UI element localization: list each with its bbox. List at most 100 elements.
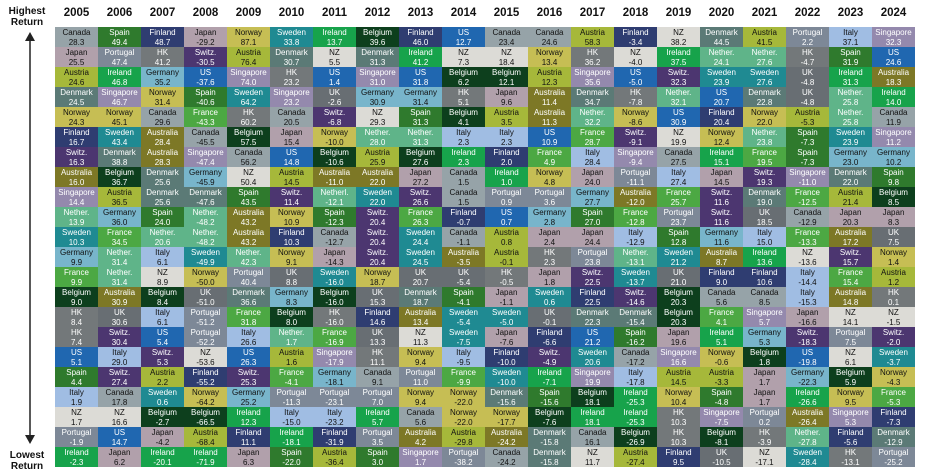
return-cell: Germany 5.3 bbox=[743, 327, 786, 347]
return-cell: Canada 8.5 bbox=[743, 287, 786, 307]
return-value: -18.1 bbox=[325, 378, 344, 387]
return-value: -5.6 bbox=[843, 438, 858, 447]
country-label: Denmark bbox=[361, 48, 394, 57]
return-cell: Ireland 5.1 bbox=[700, 327, 743, 347]
return-cell: Belgium 27.6 bbox=[399, 147, 442, 167]
return-value: 1.7 bbox=[758, 378, 771, 387]
return-value: -12.9 bbox=[798, 218, 817, 227]
return-cell: Denmark 25.6 bbox=[141, 167, 184, 187]
country-label: Germany bbox=[877, 148, 910, 157]
return-value: -20.1 bbox=[153, 458, 172, 467]
return-value: 11.0 bbox=[413, 378, 428, 387]
country-label: Canada bbox=[449, 228, 478, 237]
return-cell: Nether. 31.4 bbox=[98, 267, 141, 287]
return-cell: Norway 9.4 bbox=[399, 387, 442, 407]
return-value: -1.9 bbox=[69, 438, 84, 447]
return-cell: Switz. 19.3 bbox=[743, 167, 786, 187]
return-value: 27.4 bbox=[670, 178, 687, 187]
return-cell: Belgium 9.0 bbox=[55, 287, 98, 307]
country-label: HK bbox=[371, 348, 384, 357]
return-cell: Norway -0.6 bbox=[700, 347, 743, 367]
return-value: 18.7 bbox=[369, 278, 386, 287]
return-cell: Singapore 16.6 bbox=[657, 347, 700, 367]
return-value: 58.3 bbox=[584, 38, 601, 47]
return-cell: Norway 12.4 bbox=[700, 127, 743, 147]
country-label: Singapore bbox=[832, 408, 869, 417]
return-cell: Canada 1.5 bbox=[442, 167, 485, 187]
country-label: Finland bbox=[837, 428, 864, 437]
country-label: UK bbox=[414, 268, 427, 277]
country-label: Belgium bbox=[449, 108, 478, 117]
return-cell: Belgium -16.0 bbox=[313, 287, 356, 307]
country-label: Germany bbox=[404, 88, 437, 97]
return-value: 13.4 bbox=[412, 318, 429, 327]
return-cell: Italy 2.3 bbox=[442, 127, 485, 147]
return-value: -48.2 bbox=[196, 238, 215, 247]
return-value: 15.0 bbox=[756, 238, 773, 247]
return-value: -7.1 bbox=[542, 378, 557, 387]
return-cell: Spain -22.0 bbox=[270, 447, 313, 467]
country-label: NZ bbox=[888, 308, 899, 317]
return-cell: Denmark 31.3 bbox=[356, 47, 399, 67]
return-value: 14.7 bbox=[111, 438, 128, 447]
return-cell: Portugal 0.9 bbox=[485, 187, 528, 207]
return-value: 20.7 bbox=[713, 98, 730, 107]
country-label: UK bbox=[457, 268, 470, 277]
country-label: Finland bbox=[708, 108, 735, 117]
country-label: Austria bbox=[107, 188, 132, 197]
return-cell: Norway -50.0 bbox=[184, 267, 227, 287]
return-cell: US 14.8 bbox=[270, 147, 313, 167]
country-label: Belgium bbox=[363, 28, 392, 37]
return-value: -5.0 bbox=[628, 78, 643, 87]
return-value: 10.9 bbox=[283, 218, 300, 227]
country-label: Belgium bbox=[836, 368, 865, 377]
return-cell: HK 10.3 bbox=[657, 427, 700, 447]
return-value: 8.5 bbox=[758, 298, 771, 307]
country-label: NZ bbox=[243, 168, 254, 177]
return-value: 28.7 bbox=[584, 138, 601, 147]
return-cell: Portugal 47.4 bbox=[98, 47, 141, 67]
return-cell: Japan -4.2 bbox=[141, 427, 184, 447]
country-label: US bbox=[70, 348, 83, 357]
return-cell: Nether. -48.2 bbox=[184, 227, 227, 247]
return-value: -36.4 bbox=[325, 458, 344, 467]
country-label: Finland bbox=[493, 148, 520, 157]
return-cell: Sweden 22.0 bbox=[356, 187, 399, 207]
country-label: US bbox=[672, 108, 685, 117]
return-value: -0.1 bbox=[499, 258, 514, 267]
return-value: 23.2 bbox=[283, 98, 300, 107]
return-value: -11.0 bbox=[798, 178, 817, 187]
return-value: 30.9 bbox=[369, 98, 386, 107]
return-cell: Italy -12.9 bbox=[614, 227, 657, 247]
country-label: Switz. bbox=[710, 208, 733, 217]
return-value: 31.4 bbox=[111, 258, 128, 267]
country-label: Portugal bbox=[405, 368, 436, 377]
return-cell: NZ -4.0 bbox=[614, 47, 657, 67]
return-cell: Nether. 28.0 bbox=[356, 127, 399, 147]
return-value: -28.4 bbox=[798, 458, 817, 467]
return-cell: Finland -6.6 bbox=[528, 327, 571, 347]
return-cell: Switz. 11.6 bbox=[700, 187, 743, 207]
country-label: Austria bbox=[279, 168, 304, 177]
country-label: Japan bbox=[796, 308, 819, 317]
return-cell: Canada 24.6 bbox=[528, 27, 571, 47]
return-cell: Canada -45.5 bbox=[184, 127, 227, 147]
return-value: 57.5 bbox=[240, 138, 257, 147]
return-value: -3.7 bbox=[886, 358, 901, 367]
country-label: France bbox=[795, 188, 820, 197]
country-label: Switz. bbox=[796, 328, 819, 337]
return-value: 7.4 bbox=[70, 338, 83, 347]
country-label: Ireland bbox=[838, 68, 863, 77]
return-value: -16.0 bbox=[325, 278, 344, 287]
country-label: Ireland bbox=[279, 428, 304, 437]
country-label: Sweden bbox=[578, 348, 607, 357]
return-cell: Belgium 20.3 bbox=[657, 287, 700, 307]
return-value: -8.6 bbox=[628, 118, 643, 127]
return-cell: Canada 20.5 bbox=[270, 107, 313, 127]
return-value: 8.7 bbox=[715, 258, 728, 267]
return-value: 19.9 bbox=[670, 138, 687, 147]
return-cell: Norway 13.4 bbox=[528, 47, 571, 67]
return-cell: Italy 37.1 bbox=[829, 27, 872, 47]
country-label: Nether. bbox=[364, 128, 391, 137]
return-value: 31.3 bbox=[369, 58, 386, 67]
